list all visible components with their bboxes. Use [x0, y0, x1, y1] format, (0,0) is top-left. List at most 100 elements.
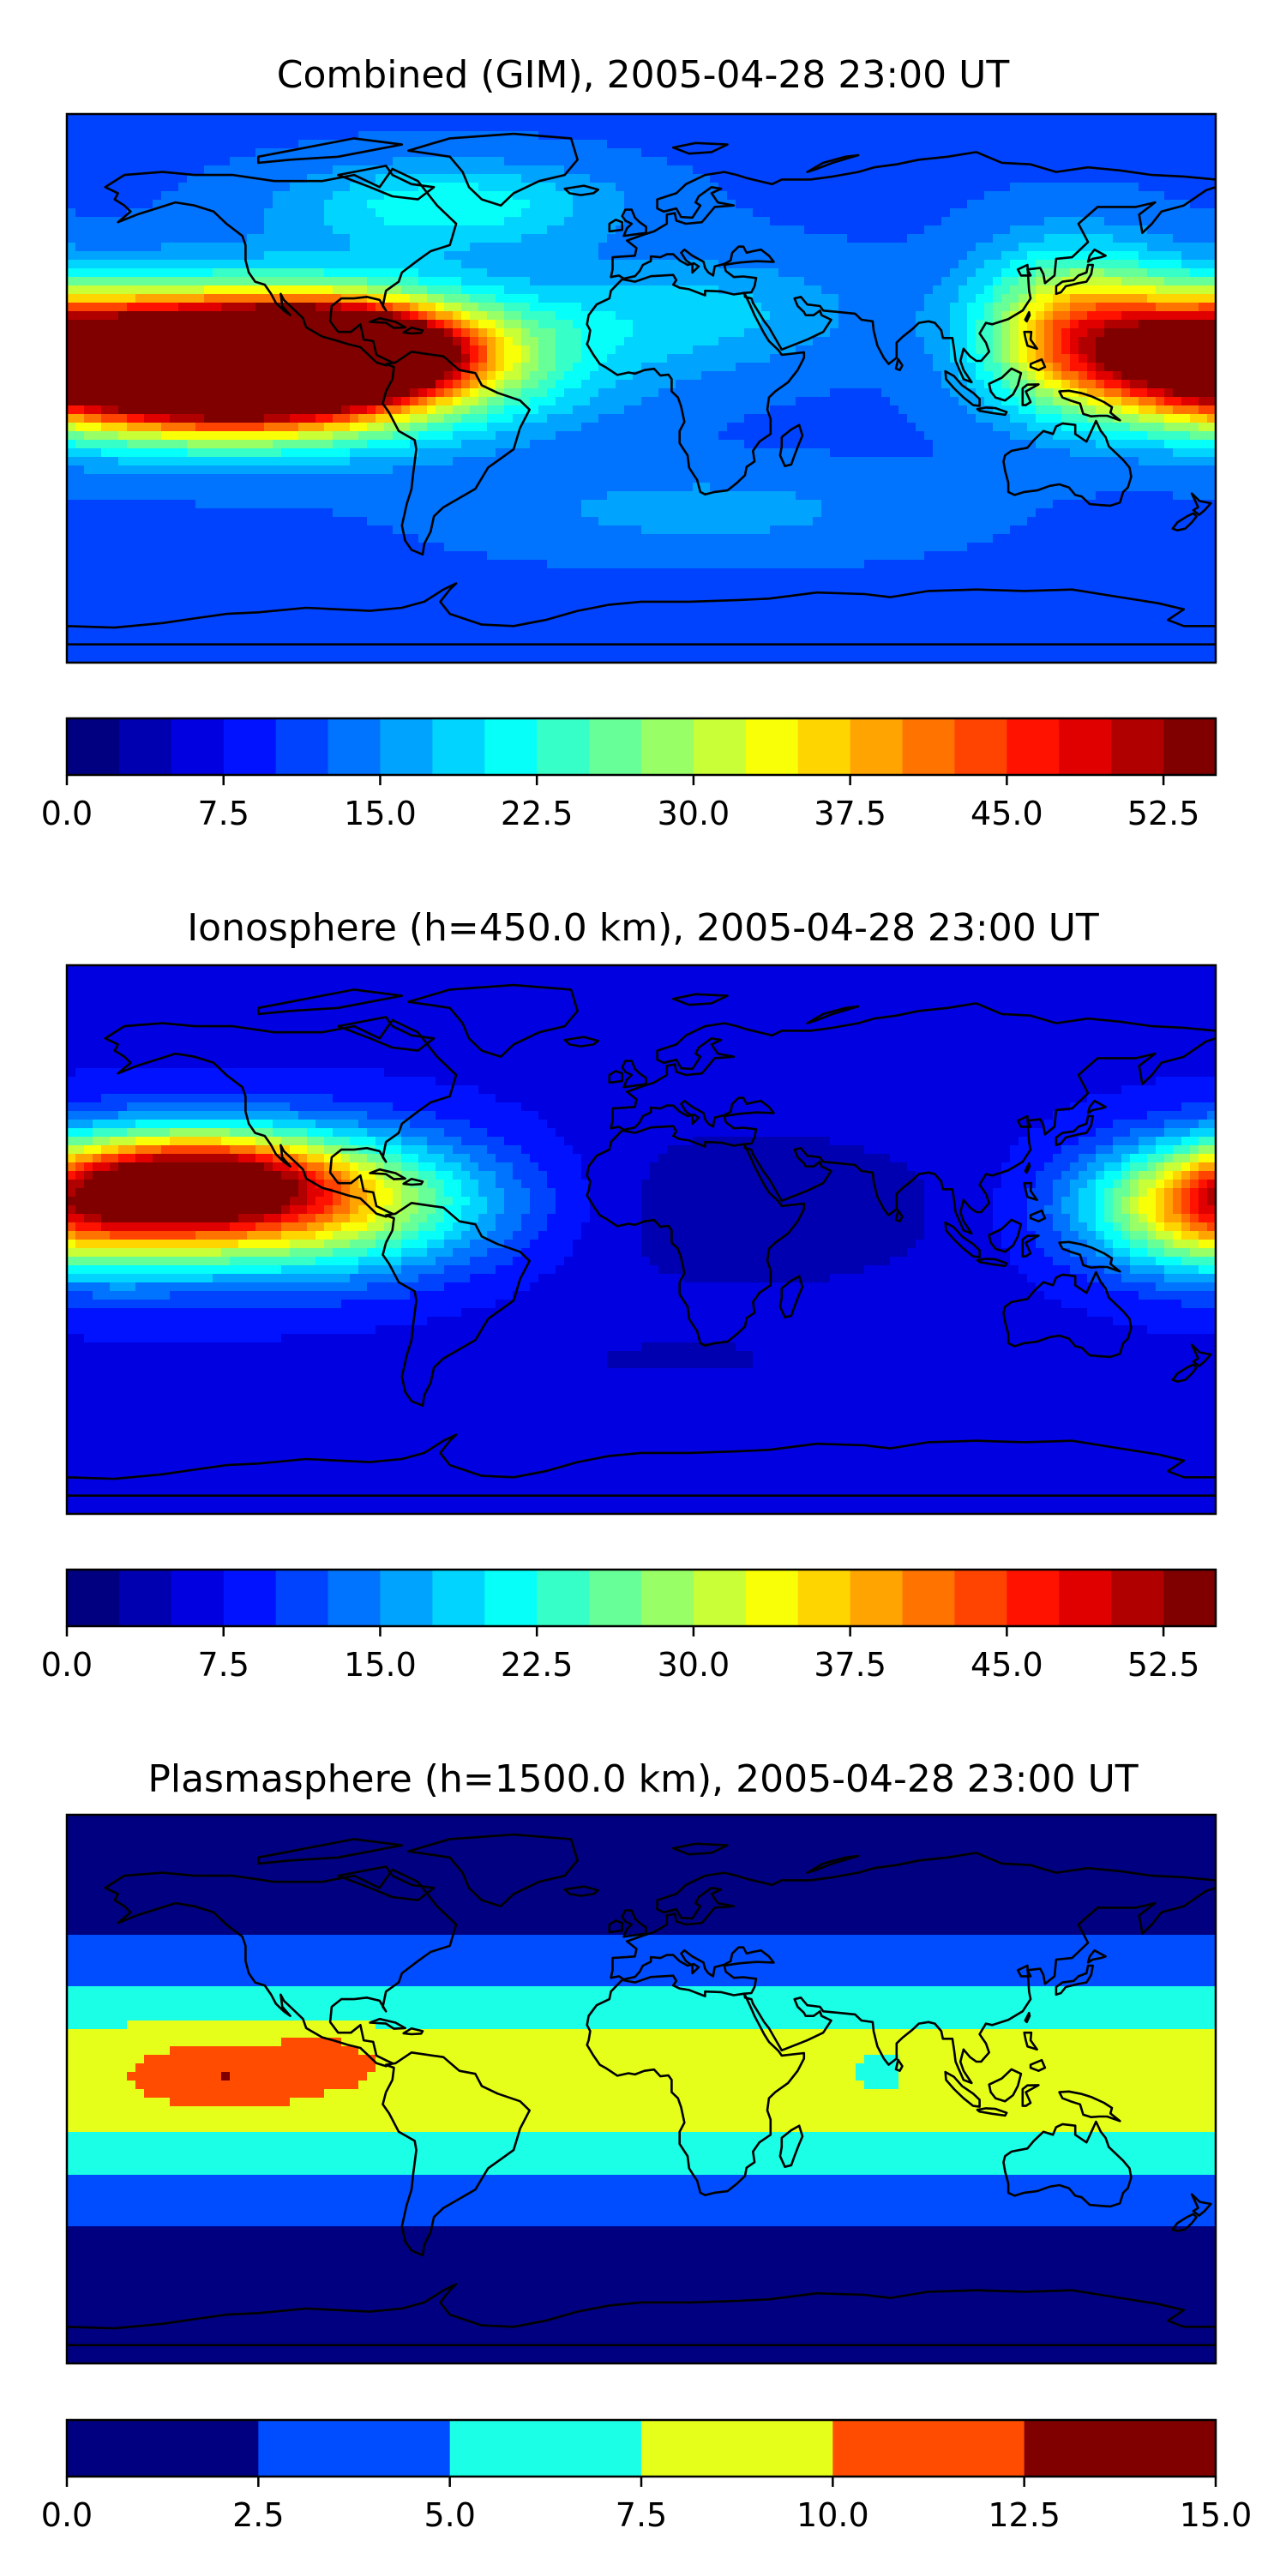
heatmap-cell — [873, 303, 882, 312]
heatmap-cell — [470, 208, 479, 218]
heatmap-cell — [230, 405, 239, 415]
heatmap-cell — [684, 208, 694, 218]
heatmap-cell — [1130, 354, 1139, 363]
heatmap-cell — [470, 380, 479, 389]
heatmap-cell — [1147, 277, 1157, 286]
heatmap-cell — [1019, 380, 1028, 389]
heatmap-cell — [1079, 345, 1088, 355]
heatmap-cell — [821, 414, 831, 423]
heatmap-cell — [453, 251, 462, 261]
heatmap-cell — [1173, 405, 1182, 415]
heatmap-cell — [1121, 303, 1131, 312]
heatmap-cell — [187, 114, 196, 123]
heatmap-cell — [633, 363, 642, 372]
heatmap-cell — [607, 328, 616, 338]
heatmap-cell — [530, 200, 539, 209]
heatmap-cell — [1044, 260, 1054, 269]
heatmap-cell — [436, 277, 445, 286]
heatmap-cell — [1207, 371, 1216, 381]
heatmap-cell — [1036, 174, 1045, 183]
heatmap-cell — [813, 354, 822, 363]
heatmap-cell — [401, 320, 411, 329]
heatmap-cell — [84, 294, 93, 303]
heatmap-cell — [916, 354, 925, 363]
heatmap-cell — [290, 320, 299, 329]
heatmap-cell — [410, 397, 419, 406]
heatmap-cell — [1147, 191, 1157, 201]
heatmap-cell — [1027, 414, 1037, 423]
heatmap-cell — [693, 114, 702, 123]
heatmap-cell — [487, 303, 496, 312]
heatmap-cell — [1181, 251, 1191, 261]
heatmap-cell — [984, 225, 994, 235]
heatmap-cell — [1156, 320, 1165, 329]
heatmap-cell — [436, 303, 445, 312]
heatmap-cell — [581, 363, 591, 372]
heatmap-cell — [813, 225, 822, 235]
heatmap-cell — [607, 165, 616, 175]
heatmap-cell — [658, 354, 668, 363]
heatmap-cell — [881, 405, 891, 415]
heatmap-cell — [710, 294, 719, 303]
heatmap-cell — [727, 388, 736, 398]
heatmap-cell — [513, 414, 522, 423]
heatmap-cell — [161, 251, 171, 261]
heatmap-cell — [1130, 371, 1139, 381]
heatmap-cell — [307, 388, 316, 398]
heatmap-cell — [950, 208, 959, 218]
heatmap-cell — [1096, 234, 1105, 243]
heatmap-cell — [170, 217, 179, 226]
heatmap-cell — [838, 320, 848, 329]
heatmap-cell — [324, 123, 334, 132]
heatmap-cell — [787, 405, 796, 415]
heatmap-cell — [581, 251, 591, 261]
heatmap-cell — [333, 243, 342, 252]
heatmap-cell — [273, 414, 282, 423]
heatmap-cell — [830, 423, 839, 432]
heatmap-cell — [178, 165, 188, 175]
heatmap-cell — [967, 423, 977, 432]
heatmap-cell — [1199, 294, 1208, 303]
heatmap-cell — [607, 243, 616, 252]
heatmap-cell — [298, 371, 308, 381]
heatmap-cell — [350, 388, 359, 398]
heatmap-cell — [504, 208, 514, 218]
heatmap-cell — [298, 277, 308, 286]
heatmap-cell — [1087, 345, 1097, 355]
heatmap-cell — [127, 354, 136, 363]
heatmap-cell — [273, 260, 282, 269]
heatmap-cell — [93, 303, 102, 312]
heatmap-cell — [813, 114, 822, 123]
heatmap-cell — [556, 183, 565, 192]
heatmap-cell — [856, 423, 865, 432]
heatmap-cell — [667, 140, 676, 149]
heatmap-cell — [221, 123, 231, 132]
heatmap-cell — [890, 260, 899, 269]
heatmap-cell — [470, 363, 479, 372]
heatmap-cell — [1010, 277, 1019, 286]
heatmap-cell — [504, 277, 514, 286]
heatmap-cell — [933, 311, 942, 321]
heatmap-cell — [1087, 285, 1097, 295]
heatmap-cell — [804, 268, 814, 278]
heatmap-cell — [170, 183, 179, 192]
heatmap-cell — [290, 423, 299, 432]
heatmap-cell — [470, 311, 479, 321]
heatmap-cell — [1173, 423, 1182, 432]
heatmap-cell — [984, 165, 994, 175]
heatmap-cell — [881, 380, 891, 389]
heatmap-cell — [367, 423, 376, 432]
heatmap-cell — [410, 303, 419, 312]
heatmap-cell — [1104, 131, 1114, 141]
heatmap-cell — [1156, 388, 1165, 398]
heatmap-cell — [641, 380, 651, 389]
heatmap-cell — [787, 114, 796, 123]
heatmap-cell — [547, 405, 556, 415]
heatmap-cell — [898, 380, 908, 389]
heatmap-cell — [1001, 165, 1011, 175]
heatmap-cell — [581, 380, 591, 389]
heatmap-cell — [573, 234, 582, 243]
heatmap-cell — [1044, 294, 1054, 303]
heatmap-cell — [813, 345, 822, 355]
heatmap-cell — [127, 303, 136, 312]
